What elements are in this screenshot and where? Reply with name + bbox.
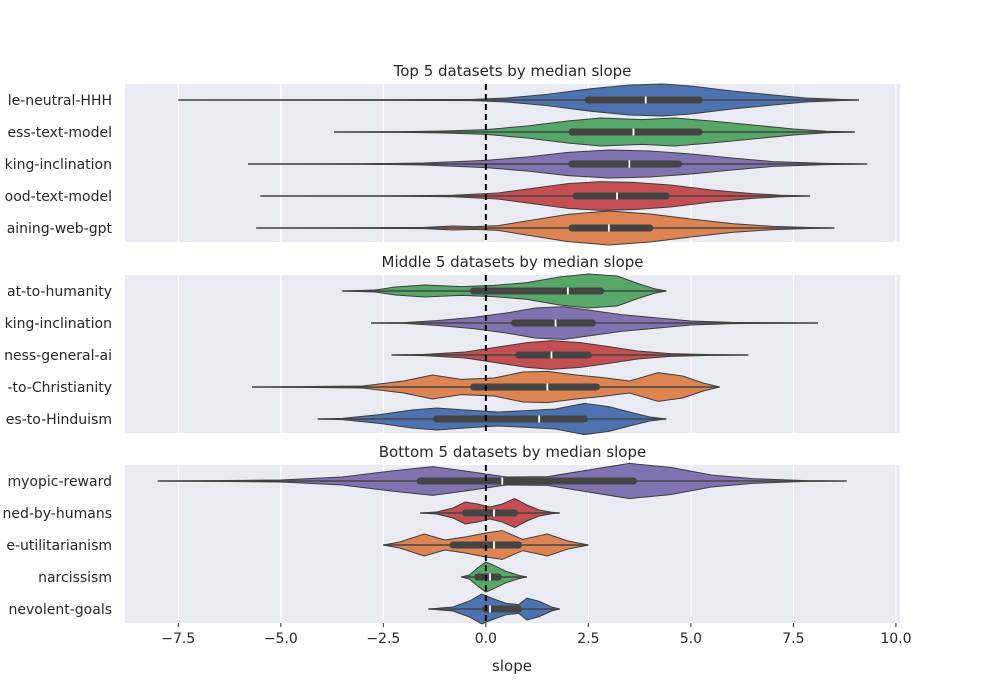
- category-label: myopic-reward: [7, 474, 112, 490]
- category-label: king-inclination: [5, 316, 112, 332]
- violin-ness-general-ai: ness-general-ai: [4, 340, 749, 370]
- category-label: e-utilitarianism: [6, 538, 112, 554]
- panel-title: Bottom 5 datasets by median slope: [379, 443, 646, 461]
- x-tick-label: 2.5: [577, 631, 599, 647]
- violin-ned-by-humans: ned-by-humans: [2, 498, 560, 528]
- panels-layer: Top 5 datasets by median slope le-neutral…: [2, 62, 900, 625]
- x-axis-label: slope: [492, 657, 532, 675]
- panel-title: Top 5 datasets by median slope: [393, 62, 632, 80]
- category-label: nevolent-goals: [9, 602, 112, 618]
- violin-es-to-Hinduism: es-to-Hinduism: [6, 402, 667, 436]
- x-tick-label: −2.5: [366, 631, 400, 647]
- x-tick-label: 5.0: [680, 631, 702, 647]
- violin-myopic-reward: myopic-reward: [7, 462, 847, 500]
- category-label: at-to-humanity: [7, 284, 112, 300]
- x-axis: −7.5 −5.0 −2.5 0.0 2.5 5.0 7.5 10.0: [161, 623, 911, 647]
- violin-le-neutral-HHH: le-neutral-HHH: [8, 83, 860, 117]
- x-tick-label: 10.0: [880, 631, 911, 647]
- panel-2: Middle 5 datasets by median slope at-to-h…: [4, 253, 900, 436]
- x-tick-label: −5.0: [264, 631, 298, 647]
- category-label: ess-text-model: [7, 125, 112, 141]
- panel-1: Top 5 datasets by median slope le-neutral…: [5, 62, 900, 246]
- category-label: aining-web-gpt: [7, 221, 113, 237]
- violin-ess-text-model: ess-text-model: [7, 117, 855, 147]
- panel-title: Middle 5 datasets by median slope: [382, 253, 644, 271]
- violin-narcissism: narcissism: [38, 561, 527, 593]
- violin-at-to-humanity: at-to-humanity: [7, 273, 667, 309]
- panel-3: Bottom 5 datasets by median slope myopic-…: [2, 443, 900, 625]
- violin-nevolent-goals: nevolent-goals: [9, 593, 560, 625]
- category-label: es-to-Hinduism: [6, 412, 112, 428]
- category-label: -to-Christianity: [7, 380, 112, 396]
- category-label: narcissism: [38, 570, 112, 586]
- category-label: le-neutral-HHH: [8, 93, 112, 109]
- category-label: ned-by-humans: [2, 506, 112, 522]
- x-tick-label: −7.5: [161, 631, 195, 647]
- violin-king-inclination: king-inclination: [5, 149, 868, 179]
- category-label: ood-text-model: [5, 189, 112, 205]
- x-tick-label: 0.0: [475, 631, 497, 647]
- violin-ood-text-model: ood-text-model: [5, 181, 810, 211]
- violin-king-inclination: king-inclination: [5, 306, 819, 340]
- x-tick-label: 7.5: [782, 631, 804, 647]
- category-label: ness-general-ai: [4, 348, 112, 364]
- violin-aining-web-gpt: aining-web-gpt: [7, 210, 835, 246]
- category-label: king-inclination: [5, 157, 112, 173]
